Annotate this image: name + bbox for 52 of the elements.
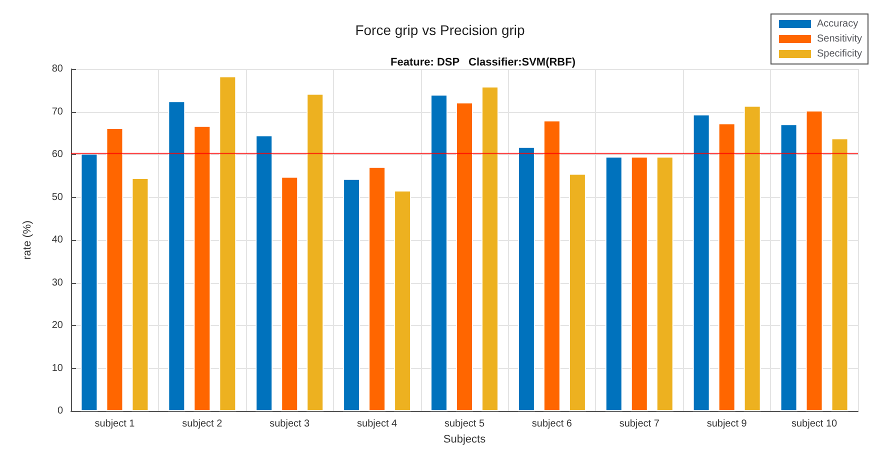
bar [306,94,324,412]
bar [430,94,448,412]
legend-label: Specificity [816,48,862,60]
x-tick-label: subject 10 [791,418,838,430]
legend-label: Sensitivity [816,34,862,44]
bar [394,190,412,412]
bar [518,146,535,412]
chart-subtitle: Feature: DSP Classifier:SVM(RBF) [390,56,576,68]
y-tick-label: 50 [52,192,64,203]
x-tick-label: subject 3 [270,418,310,430]
bar [80,154,98,412]
legend-label: Accuracy [816,18,858,30]
bar [343,178,360,412]
bar [605,156,622,412]
y-tick-label: 10 [52,362,64,374]
chart-title: Force grip vs Precision grip [355,22,526,38]
y-tick-label: 40 [52,234,64,246]
bar [368,166,386,412]
x-tick-label: subject 1 [94,418,136,430]
bar [630,156,648,412]
bar [568,174,586,412]
bar [806,110,823,412]
y-tick-label: 0 [57,406,64,417]
bar [256,135,273,412]
x-tick-label: subject 7 [619,418,660,430]
bar [456,102,473,412]
x-tick-label: subject 4 [357,418,398,430]
bar [219,76,236,412]
y-tick-label: 60 [52,149,64,160]
x-tick-label: subject 2 [182,418,223,430]
x-tick-label: subject 9 [706,418,748,430]
y-tick-label: 30 [52,277,64,288]
bar [543,120,560,412]
bar [692,114,710,412]
y-tick-label: 70 [52,106,64,118]
bar [482,86,498,412]
bar [831,138,848,412]
y-tick-label: 20 [52,320,64,332]
y-axis-title: rate (%) [22,220,34,260]
bar [106,128,124,412]
bar [780,124,798,412]
y-tick-label: 80 [52,64,64,74]
bar [744,106,761,412]
bar [168,101,186,412]
x-tick-label: subject 5 [444,418,485,430]
x-tick-label: subject 6 [532,418,572,430]
bar [718,123,736,412]
bar [656,156,674,412]
x-axis-title: Subjects [443,434,486,446]
bar [281,176,298,412]
bar [132,178,149,412]
bar [194,126,211,412]
